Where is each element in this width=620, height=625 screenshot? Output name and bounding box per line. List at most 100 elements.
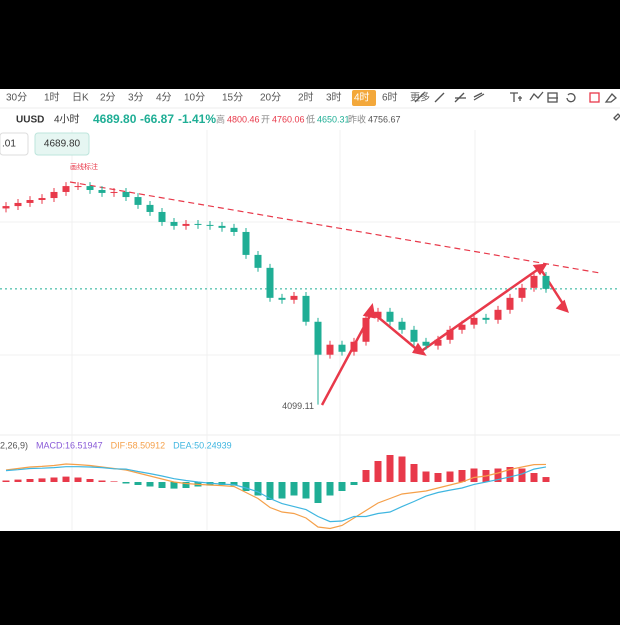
timeframe[interactable]: 4小时 (54, 114, 80, 126)
drawing-tools[interactable] (414, 91, 620, 121)
candle-body (86, 186, 94, 190)
macd-header: MACD:16.51947 (36, 440, 103, 450)
ohlc-value: 4760.06 (272, 114, 305, 124)
candle-body (446, 329, 454, 340)
macd-bar (506, 467, 514, 482)
macd-bar (182, 482, 190, 488)
macd-bar (266, 482, 274, 500)
candle-body (242, 231, 250, 255)
macd-bar (242, 482, 250, 491)
macd-header: DEA:50.24939 (173, 440, 232, 450)
toolbar-more[interactable]: 更多 (410, 91, 430, 104)
interval-tab[interactable]: 4时 (354, 92, 370, 104)
macd-bar (326, 482, 334, 496)
candle-body (362, 317, 370, 342)
candle-body (74, 186, 82, 188)
app-area (0, 89, 620, 531)
macd-bar (446, 471, 454, 482)
candle-body (314, 321, 322, 355)
grid (0, 130, 620, 530)
macd-bar (530, 473, 538, 482)
interval-tab[interactable]: 日K (72, 93, 89, 104)
candle-body (182, 223, 190, 226)
candle-body (302, 295, 310, 322)
candle-body (62, 186, 70, 192)
candle-body (350, 341, 358, 352)
candle-body (38, 198, 46, 200)
candle-body (146, 204, 154, 212)
macd-bar (158, 482, 166, 488)
interval-tab[interactable]: 10分 (184, 92, 205, 104)
macd-line (5, 466, 547, 523)
candle-body (266, 267, 274, 298)
ohlc-label: 高 (216, 113, 225, 124)
interval-tab[interactable]: 15分 (222, 92, 243, 104)
candle-body (194, 223, 202, 225)
candle-body (26, 200, 34, 203)
candle-body (170, 221, 178, 226)
candle-body (206, 224, 214, 226)
macd-bar (86, 479, 94, 482)
candle-body (482, 317, 490, 320)
candle-body (422, 341, 430, 346)
candle-body (374, 311, 382, 318)
macd-bar (230, 482, 238, 486)
candle-body (158, 211, 166, 222)
macd-bar (254, 482, 262, 496)
macd-bar (374, 461, 382, 482)
order-left[interactable]: .01 (2, 139, 16, 150)
candle-body (386, 311, 394, 322)
ohlc-label: 开 (261, 114, 270, 124)
candle-body (434, 339, 442, 346)
annotation: 画线标注 (70, 162, 98, 171)
candle-body (338, 344, 346, 352)
last-price: 4689.80 (93, 112, 137, 126)
ohlc-value: 4800.46 (227, 114, 260, 124)
macd-bar (110, 481, 118, 482)
candle-body (506, 297, 514, 310)
interval-tab[interactable]: 30分 (6, 92, 27, 104)
symbol-name[interactable]: UUSD (16, 115, 44, 126)
macd-bar (290, 482, 298, 496)
interval-tab[interactable]: 1时 (44, 92, 60, 104)
order-box[interactable] (0, 132, 29, 156)
macd-bar (134, 482, 142, 485)
macd-bar (98, 480, 106, 482)
macd-bar (398, 456, 406, 482)
macd-bar (38, 478, 46, 482)
macd-header: DIF:58.50912 (111, 440, 166, 450)
macd-bar (170, 482, 178, 489)
interval-tab[interactable]: 3时 (326, 92, 342, 104)
macd-bar (542, 477, 550, 482)
macd-bar (146, 482, 154, 487)
macd-bar (50, 477, 58, 482)
ohlc-label: 低 (306, 113, 315, 124)
candle-body (122, 191, 130, 198)
macd-bar (386, 455, 394, 482)
candle-body (542, 275, 550, 289)
candle-body (458, 324, 466, 330)
interval-tab[interactable]: 3分 (128, 92, 144, 104)
interval-tab[interactable]: 20分 (260, 92, 281, 104)
interval-tab[interactable]: 2时 (298, 92, 314, 104)
ohlc-value: 4650.31 (317, 114, 350, 124)
interval-tab[interactable]: 2分 (100, 92, 116, 104)
candle-body (410, 329, 418, 342)
ohlc-value: 4756.67 (368, 114, 401, 124)
macd-bar (410, 464, 418, 482)
candle-body (134, 197, 142, 205)
candle-body (110, 191, 118, 193)
candle-body (50, 191, 58, 199)
interval-tab[interactable]: 4分 (156, 92, 172, 104)
macd-bar (434, 473, 442, 482)
interval-tab[interactable]: 6时 (382, 92, 398, 104)
candle-body (218, 225, 226, 228)
order-price[interactable]: 4689.80 (44, 139, 81, 150)
order-box[interactable] (34, 132, 90, 156)
candle-body (278, 297, 286, 300)
macd-bar (422, 471, 430, 482)
candle-body (470, 317, 478, 325)
candle-body (290, 295, 298, 300)
